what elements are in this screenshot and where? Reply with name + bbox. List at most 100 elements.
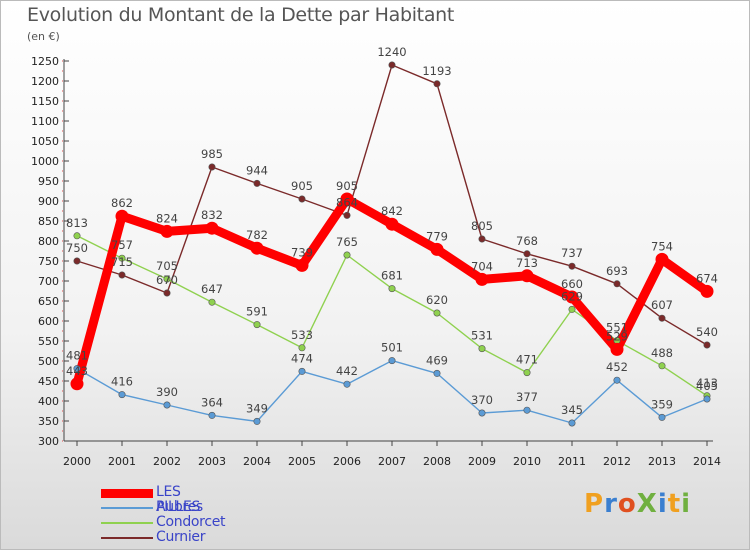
data-point-les_pilles: [340, 192, 354, 206]
data-point-condorcet: [73, 232, 81, 240]
data-point-les_pilles: [385, 217, 399, 231]
data-point-condorcet: [568, 305, 576, 313]
y-tick-label: 850: [38, 215, 59, 228]
data-point-curnier: [298, 195, 306, 203]
data-point-aubres: [208, 411, 216, 419]
data-label-les_pilles: 905: [336, 179, 358, 193]
data-point-aubres: [703, 395, 711, 403]
data-label-condorcet: 681: [381, 269, 403, 283]
legend-swatch: [101, 537, 153, 539]
brand-letter: P: [584, 489, 605, 519]
data-label-condorcet: 488: [651, 346, 673, 360]
data-point-condorcet: [523, 369, 531, 377]
data-label-les_pilles: 832: [201, 208, 223, 222]
data-point-curnier: [478, 235, 486, 243]
data-label-aubres: 416: [111, 375, 133, 389]
data-point-curnier: [703, 341, 711, 349]
data-label-aubres: 474: [291, 351, 313, 365]
data-label-condorcet: 765: [336, 235, 358, 249]
y-tick-label: 1050: [31, 135, 59, 148]
data-point-curnier: [163, 289, 171, 297]
data-point-condorcet: [253, 321, 261, 329]
legend-label: Condorcet: [156, 514, 226, 530]
data-point-aubres: [433, 369, 441, 377]
data-point-aubres: [568, 419, 576, 427]
data-point-aubres: [478, 409, 486, 417]
data-point-curnier: [253, 179, 261, 187]
brand-letter: i: [681, 489, 692, 519]
data-point-les_pilles: [700, 284, 714, 298]
data-point-aubres: [298, 367, 306, 375]
data-point-les_pilles: [610, 342, 624, 356]
data-label-aubres: 442: [336, 364, 358, 378]
brand-logo: ProXiti: [584, 489, 691, 519]
data-label-condorcet: 757: [111, 238, 133, 252]
data-label-condorcet: 647: [201, 282, 223, 296]
data-point-curnier: [73, 257, 81, 265]
x-tick-label: 2014: [693, 455, 721, 468]
data-label-aubres: 405: [696, 379, 718, 393]
data-label-les_pilles: 443: [66, 364, 88, 378]
data-label-curnier: 693: [606, 264, 628, 278]
data-point-les_pilles: [565, 290, 579, 304]
data-label-condorcet: 629: [561, 289, 583, 303]
data-label-aubres: 377: [516, 390, 538, 404]
data-label-aubres: 452: [606, 360, 628, 374]
x-tick-label: 2005: [288, 455, 316, 468]
brand-letter: X: [636, 489, 658, 519]
x-tick-label: 2001: [108, 455, 136, 468]
y-tick-label: 650: [38, 295, 59, 308]
data-point-les_pilles: [205, 221, 219, 235]
data-point-condorcet: [343, 251, 351, 259]
data-label-les_pilles: 862: [111, 196, 133, 210]
data-point-curnier: [523, 250, 531, 258]
data-point-condorcet: [298, 344, 306, 352]
data-point-condorcet: [433, 309, 441, 317]
data-label-condorcet: 813: [66, 216, 88, 230]
data-point-condorcet: [163, 275, 171, 283]
y-tick-label: 500: [38, 355, 59, 368]
data-label-condorcet: 471: [516, 353, 538, 367]
x-tick-label: 2003: [198, 455, 226, 468]
y-tick-label: 950: [38, 175, 59, 188]
data-label-curnier: 905: [291, 179, 313, 193]
data-label-curnier: 985: [201, 147, 223, 161]
data-label-aubres: 469: [426, 353, 448, 367]
data-label-condorcet: 413: [696, 376, 718, 390]
data-point-curnier: [658, 314, 666, 322]
data-point-condorcet: [658, 362, 666, 370]
data-point-les_pilles: [430, 242, 444, 256]
data-label-condorcet: 620: [426, 293, 448, 307]
brand-letter: i: [657, 489, 668, 519]
y-tick-label: 450: [38, 375, 59, 388]
data-point-les_pilles: [250, 241, 264, 255]
data-label-les_pilles: 779: [426, 229, 448, 243]
brand-letter: o: [617, 489, 637, 519]
y-tick-label: 750: [38, 255, 59, 268]
data-label-condorcet: 531: [471, 329, 493, 343]
x-tick-label: 2008: [423, 455, 451, 468]
data-label-les_pilles: 529: [606, 329, 628, 343]
data-label-aubres: 370: [471, 393, 493, 407]
data-label-aubres: 481: [66, 349, 88, 363]
data-label-les_pilles: 713: [516, 256, 538, 270]
data-label-aubres: 359: [651, 397, 673, 411]
data-label-curnier: 1240: [377, 45, 406, 59]
data-point-les_pilles: [295, 258, 309, 272]
y-tick-label: 1250: [31, 55, 59, 68]
data-label-aubres: 501: [381, 341, 403, 355]
data-label-condorcet: 551: [606, 321, 628, 335]
data-label-les_pilles: 842: [381, 204, 403, 218]
data-point-aubres: [658, 413, 666, 421]
data-label-aubres: 364: [201, 395, 223, 409]
x-tick-label: 2004: [243, 455, 271, 468]
data-point-les_pilles: [655, 252, 669, 266]
y-tick-label: 400: [38, 395, 59, 408]
data-label-curnier: 805: [471, 219, 493, 233]
data-point-curnier: [613, 280, 621, 288]
data-point-aubres: [343, 380, 351, 388]
axes: 300 350 400 450 500 550 600 650 700 750 800 850 900 9…: [31, 55, 721, 468]
y-tick-label: 1150: [31, 95, 59, 108]
data-label-aubres: 345: [561, 403, 583, 417]
